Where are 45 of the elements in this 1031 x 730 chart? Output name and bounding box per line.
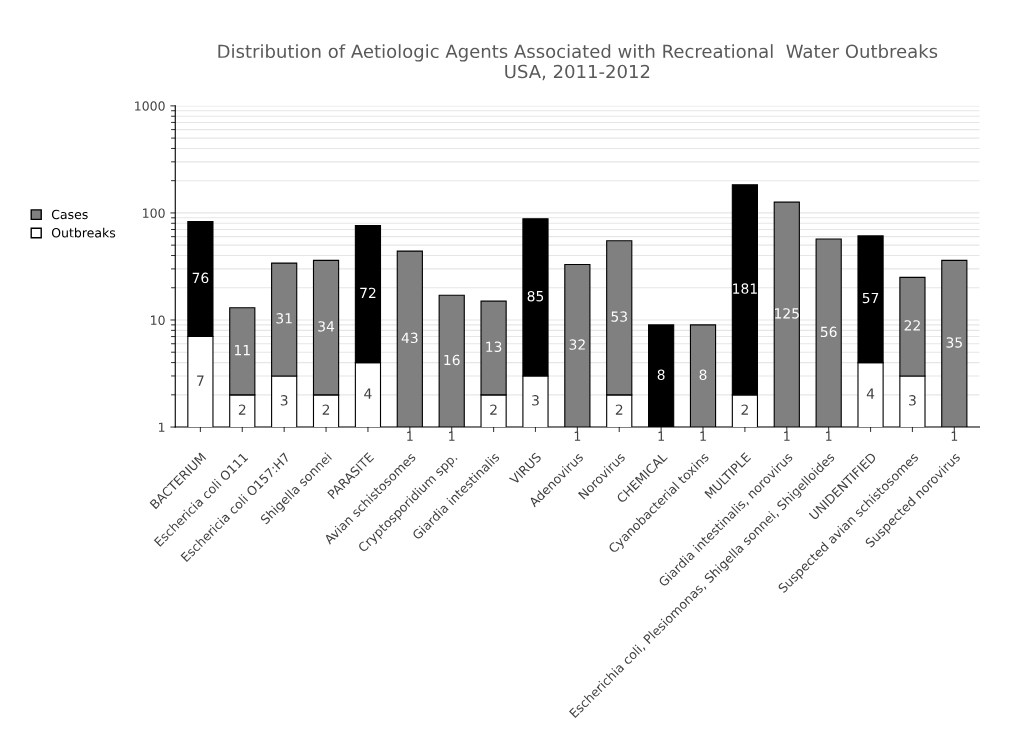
- data-label: 3: [532, 395, 539, 406]
- data-label: 2: [741, 404, 748, 415]
- data-label: 85: [527, 290, 544, 302]
- data-label: 53: [611, 311, 627, 322]
- data-label: 72: [360, 287, 376, 298]
- data-label: 1: [700, 431, 706, 441]
- data-label: 13: [486, 341, 502, 352]
- legend-label: Outbreaks: [51, 227, 116, 238]
- data-label: 57: [862, 292, 879, 304]
- data-label: 16: [444, 354, 460, 366]
- chart-title: Distribution of Aetiologic Agents Associated with Recreational Water Outbreaks USA, 2011-2012: [218, 44, 938, 81]
- data-label: 8: [699, 369, 707, 380]
- data-label: 35: [946, 337, 962, 348]
- data-label: 4: [364, 388, 372, 399]
- y-tick-label: 100: [143, 208, 165, 218]
- data-label: 2: [238, 404, 246, 415]
- data-label: 2: [615, 404, 623, 415]
- data-label: 8: [657, 369, 665, 380]
- data-label: 22: [904, 320, 920, 331]
- data-label: 1: [449, 431, 455, 441]
- data-label: 32: [569, 339, 585, 350]
- data-label: 1: [407, 431, 413, 441]
- data-label: 2: [322, 404, 330, 415]
- y-tick-label: 10: [151, 315, 165, 325]
- data-label: 1: [574, 431, 581, 441]
- data-label: 1: [951, 431, 958, 441]
- data-label: 2: [490, 404, 497, 415]
- y-tick-label: 1000: [135, 101, 165, 111]
- data-label: 1: [784, 431, 790, 441]
- data-label: 76: [192, 272, 209, 284]
- data-label: 1: [826, 431, 832, 441]
- data-label: 11: [234, 345, 250, 356]
- legend-label: Cases: [51, 209, 88, 220]
- data-label: 31: [276, 313, 292, 324]
- data-label: 43: [401, 332, 418, 344]
- data-label: 7: [197, 375, 204, 386]
- data-label: 181: [733, 283, 757, 294]
- y-tick-label: 1: [158, 422, 165, 432]
- data-label: 125: [775, 308, 799, 319]
- data-label: 1: [658, 431, 664, 441]
- data-label: 4: [866, 388, 875, 399]
- data-label: 34: [318, 321, 335, 332]
- data-label: 3: [280, 395, 288, 406]
- data-label: 56: [820, 326, 837, 338]
- data-label: 3: [909, 395, 916, 406]
